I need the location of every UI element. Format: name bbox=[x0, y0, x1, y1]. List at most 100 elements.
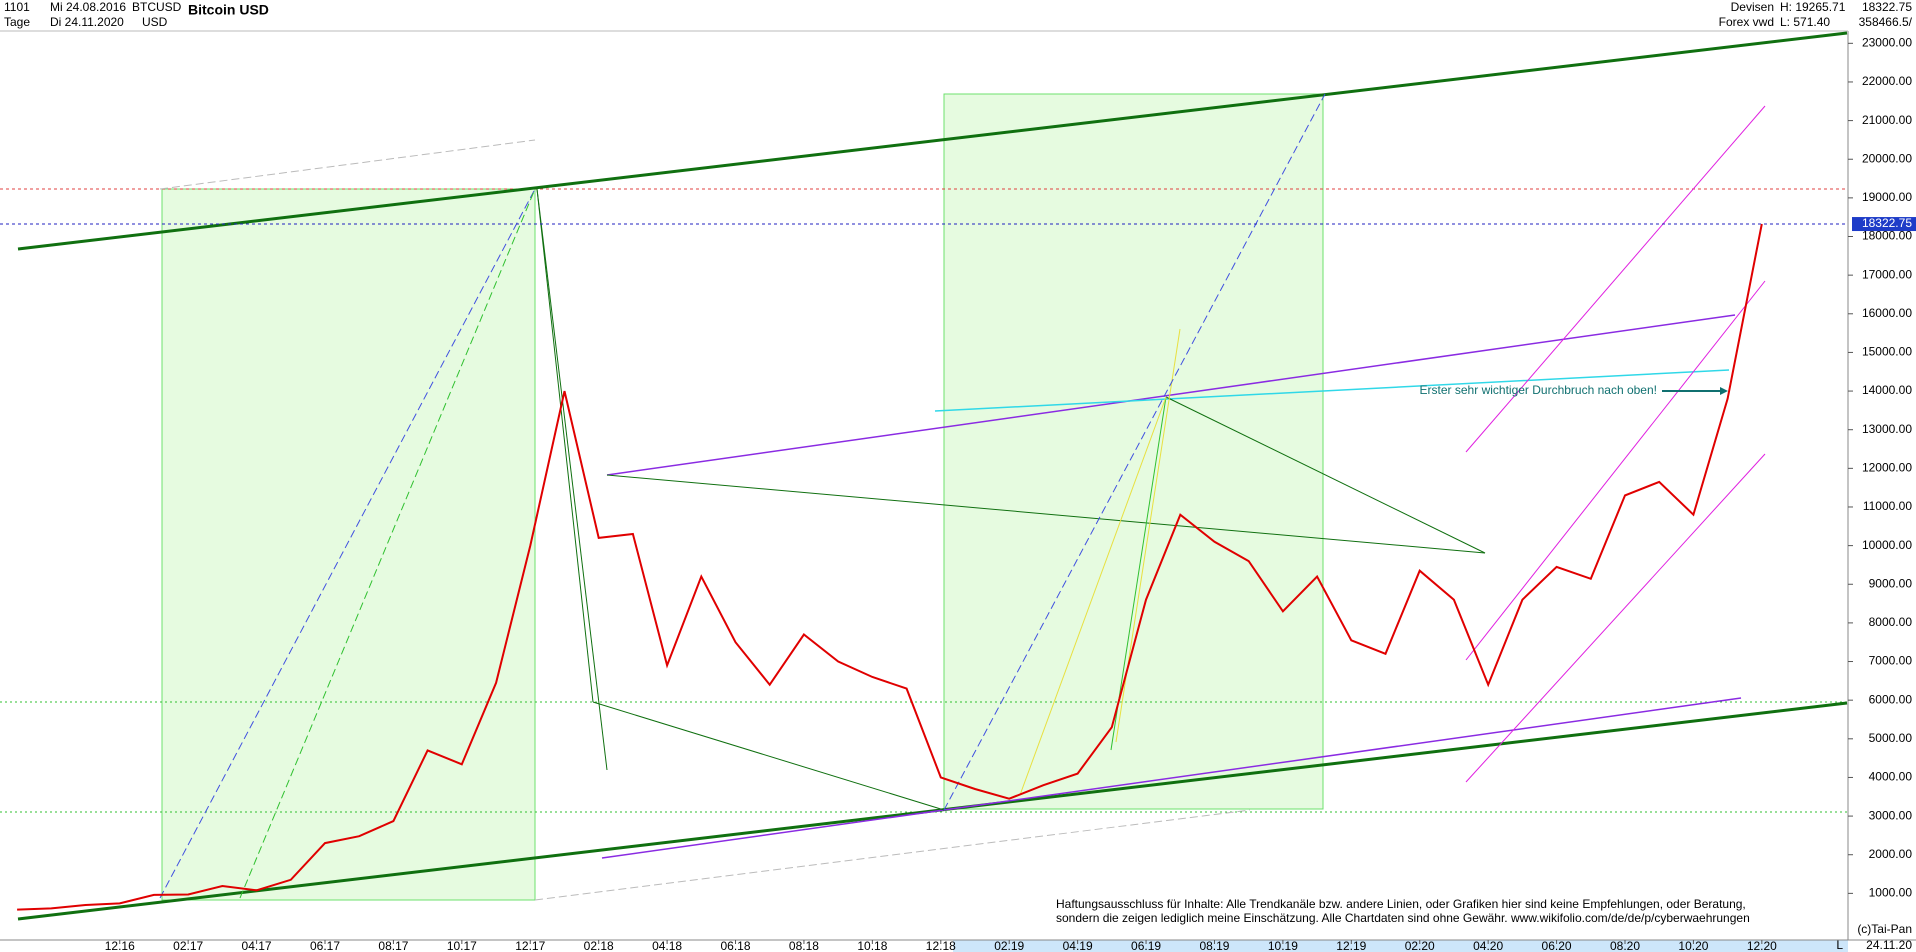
y-tick-label: 13000.00 bbox=[1862, 422, 1912, 436]
disclaimer: Haftungsausschluss für Inhalte: Alle Tre… bbox=[1056, 897, 1746, 911]
header-bg bbox=[0, 0, 1916, 31]
x-tick-label: 12.20 bbox=[1747, 939, 1777, 952]
trend-line bbox=[606, 474, 1486, 554]
x-tick-label: 06.17 bbox=[310, 939, 340, 952]
trend-line bbox=[159, 139, 536, 190]
x-tick-label: 12.16 bbox=[105, 939, 135, 952]
x-tick-label: 04.19 bbox=[1063, 939, 1093, 952]
drawings bbox=[0, 31, 1848, 921]
x-tick-label: 10.19 bbox=[1268, 939, 1298, 952]
trend-line bbox=[17, 31, 1848, 251]
trend-line bbox=[1465, 453, 1766, 783]
header-start[interactable]: Mi 24.08.2016 bbox=[50, 0, 126, 14]
header-currency: USD bbox=[142, 15, 168, 29]
x-tick-label: 10.20 bbox=[1678, 939, 1708, 952]
y-tick-label: 12000.00 bbox=[1862, 461, 1912, 475]
plot bbox=[0, 223, 1848, 911]
x-tick-label: 12.19 bbox=[1336, 939, 1366, 952]
x-tick-label: 02.19 bbox=[994, 939, 1024, 952]
scale-mode[interactable]: L bbox=[1836, 938, 1843, 952]
x-tick-label: 08.20 bbox=[1610, 939, 1640, 952]
x-tick-label: 08.18 bbox=[789, 939, 819, 952]
x-tick-label: 08.19 bbox=[1199, 939, 1229, 952]
y-tick-label: 18000.00 bbox=[1862, 229, 1912, 243]
x-tick-label: 06.20 bbox=[1542, 939, 1572, 952]
price-line bbox=[17, 223, 1763, 911]
y-tick-label: 6000.00 bbox=[1869, 692, 1913, 706]
trend-line bbox=[934, 369, 1730, 412]
trend-line bbox=[1165, 396, 1486, 554]
range-box bbox=[943, 93, 1324, 810]
trend-line bbox=[601, 697, 1742, 859]
last-date: 24.11.20 bbox=[1866, 938, 1912, 952]
annotation-arrow-head bbox=[1720, 387, 1728, 395]
x-tick-label: 12.17 bbox=[515, 939, 545, 952]
y-tick-label: 14000.00 bbox=[1862, 383, 1912, 397]
y-tick-label: 21000.00 bbox=[1862, 113, 1912, 127]
x-tick-label: 04.20 bbox=[1473, 939, 1503, 952]
y-axis-panel bbox=[1848, 0, 1916, 952]
header-end[interactable]: Di 24.11.2020 bbox=[50, 15, 124, 29]
trend-line bbox=[536, 188, 594, 703]
x-tick-label: 04.18 bbox=[652, 939, 682, 952]
y-tick-label: 17000.00 bbox=[1862, 267, 1912, 281]
trend-line bbox=[159, 188, 536, 899]
trend-line bbox=[943, 93, 1326, 811]
y-tick-label: 5000.00 bbox=[1869, 731, 1913, 745]
y-tick-label: 10000.00 bbox=[1862, 538, 1912, 552]
last-price-box bbox=[1852, 217, 1916, 232]
x-tick-label: 02.17 bbox=[173, 939, 203, 952]
disclaimer: sondern die zeigen lediglich meine Einsc… bbox=[1056, 911, 1750, 925]
y-tick-label: 15000.00 bbox=[1862, 345, 1912, 359]
x-tick-label: 06.18 bbox=[721, 939, 751, 952]
y-tick-label: 1000.00 bbox=[1869, 886, 1913, 900]
header-title: Bitcoin USD bbox=[188, 2, 269, 18]
trend-line bbox=[592, 701, 945, 811]
range-box bbox=[161, 188, 536, 901]
axes: 1000.00 2000.00 3000.00 4000.00 5000.00 6000.… bbox=[105, 35, 1916, 952]
y-tick-label: 11000.00 bbox=[1863, 499, 1912, 513]
y-tick-label: 9000.00 bbox=[1869, 576, 1913, 590]
header-source: Forex vwd bbox=[1719, 15, 1774, 29]
trend-line bbox=[1110, 396, 1167, 751]
y-tick-label: 23000.00 bbox=[1862, 35, 1912, 49]
header-low: L: 571.40 bbox=[1780, 15, 1830, 29]
x-tick-label: 10.18 bbox=[857, 939, 887, 952]
annotation: Erster sehr wichtiger Durchbruch nach ob… bbox=[1420, 383, 1657, 397]
copyright: (c)Tai-Pan bbox=[1857, 922, 1912, 936]
trend-line bbox=[1465, 105, 1766, 453]
x-tick-label: 06.19 bbox=[1131, 939, 1161, 952]
y-tick-label: 8000.00 bbox=[1869, 615, 1913, 629]
trend-line bbox=[534, 809, 1251, 901]
x-tick-label: 08.17 bbox=[378, 939, 408, 952]
x-tick-label: 02.20 bbox=[1405, 939, 1435, 952]
y-tick-label: 7000.00 bbox=[1869, 654, 1913, 668]
x-tick-label: 12.18 bbox=[926, 939, 956, 952]
x-tick-label: 10.17 bbox=[447, 939, 477, 952]
x-tick-label: 02.18 bbox=[584, 939, 614, 952]
y-tick-label: 4000.00 bbox=[1869, 770, 1913, 784]
trend-line bbox=[606, 314, 1736, 476]
header-volume: 358466.5/ bbox=[1859, 15, 1913, 29]
y-tick-label: 22000.00 bbox=[1862, 74, 1912, 88]
trend-line bbox=[1465, 280, 1766, 661]
y-tick-label: 3000.00 bbox=[1869, 808, 1913, 822]
header-last: 18322.75 bbox=[1862, 0, 1912, 14]
y-tick-label: 2000.00 bbox=[1869, 847, 1913, 861]
x-axis-highlight bbox=[953, 940, 1848, 952]
header-high: H: 19265.71 bbox=[1780, 0, 1846, 14]
header-symbol: BTCUSD bbox=[132, 0, 182, 14]
header-number[interactable]: 1101 bbox=[4, 0, 30, 14]
x-tick-label: 04.17 bbox=[242, 939, 272, 952]
trend-line bbox=[536, 188, 608, 771]
trend-line bbox=[239, 188, 536, 899]
header-period[interactable]: Tage bbox=[4, 15, 30, 29]
last-price-label: 18322.75 bbox=[1862, 216, 1912, 230]
header-market: Devisen bbox=[1731, 0, 1774, 14]
trend-line bbox=[1019, 396, 1167, 796]
y-tick-label: 20000.00 bbox=[1862, 151, 1912, 165]
y-tick-label: 16000.00 bbox=[1862, 306, 1912, 320]
y-tick-label: 19000.00 bbox=[1862, 190, 1912, 204]
